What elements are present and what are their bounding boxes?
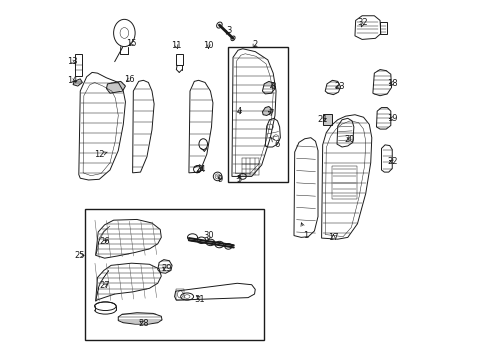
Text: 6: 6 <box>271 138 279 149</box>
Bar <box>322 114 331 126</box>
Text: 27: 27 <box>99 281 109 290</box>
Text: 13: 13 <box>67 57 78 66</box>
Text: 22: 22 <box>386 157 397 166</box>
Text: 5: 5 <box>236 175 241 184</box>
Text: 29: 29 <box>161 265 171 274</box>
Text: 19: 19 <box>386 114 397 123</box>
Bar <box>227 46 287 182</box>
Text: 1: 1 <box>300 223 308 240</box>
Text: 18: 18 <box>386 79 397 88</box>
Text: 24: 24 <box>195 165 205 174</box>
Text: 31: 31 <box>194 294 205 303</box>
Text: 30: 30 <box>203 231 214 240</box>
Bar <box>75 54 81 76</box>
Text: 14: 14 <box>67 76 78 85</box>
Text: 26: 26 <box>99 237 109 246</box>
Bar <box>379 22 386 34</box>
Text: 3: 3 <box>225 26 231 35</box>
Text: 8: 8 <box>269 82 275 91</box>
Text: 17: 17 <box>327 233 338 242</box>
Text: 21: 21 <box>317 115 327 124</box>
Bar <box>175 54 183 65</box>
Text: 25: 25 <box>74 251 84 260</box>
Text: 16: 16 <box>123 75 134 84</box>
Text: 28: 28 <box>138 319 148 328</box>
Text: 32: 32 <box>357 18 367 27</box>
Text: 10: 10 <box>203 41 213 50</box>
Text: 7: 7 <box>267 109 273 118</box>
Text: 23: 23 <box>334 82 345 91</box>
Text: 15: 15 <box>126 39 137 48</box>
Text: 11: 11 <box>171 41 181 50</box>
Text: 20: 20 <box>344 135 354 144</box>
Bar <box>176 289 184 300</box>
Text: 2: 2 <box>251 40 257 49</box>
Text: 9: 9 <box>217 175 222 184</box>
Text: 12: 12 <box>94 150 107 159</box>
Bar <box>332 166 356 199</box>
Bar <box>85 209 263 339</box>
Text: 4: 4 <box>236 107 242 116</box>
